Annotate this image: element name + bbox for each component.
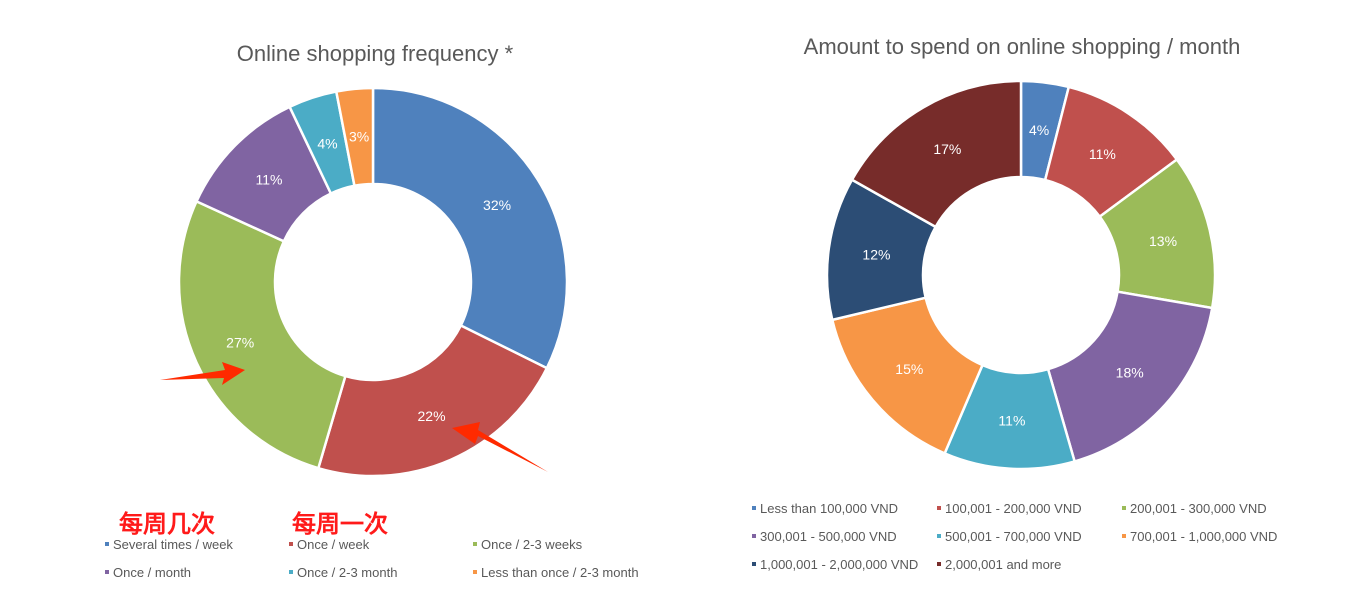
legend-label: Several times / week — [113, 537, 233, 552]
chart-frequency-slices — [177, 86, 569, 478]
legend-swatch — [752, 534, 756, 538]
annotations: 每周几次 每周一次 — [119, 510, 388, 538]
slice-once-week — [316, 323, 549, 478]
legend-item-once-week: Once / week — [289, 537, 370, 552]
legend-item-less-than-once-2-3-month: Less than once / 2-3 month — [473, 565, 639, 580]
legend-swatch — [752, 506, 756, 510]
annotation-arrow-right — [452, 422, 548, 472]
slice-2-000-001-and-more — [850, 79, 1023, 229]
legend-swatch — [937, 534, 941, 538]
legend-swatch — [937, 506, 941, 510]
legend-item-once-2-3-month: Once / 2-3 month — [289, 565, 397, 580]
slice-label-less-than-100-000-vnd: 4% — [1029, 122, 1049, 138]
slice-once-2-3-weeks — [177, 199, 347, 470]
legend-label: 2,000,001 and more — [945, 557, 1061, 572]
annotation-once-week: 每周一次 — [292, 510, 388, 538]
legend-label: 500,001 - 700,000 VND — [945, 529, 1082, 544]
legend-item-200-001-300-000-vnd: 200,001 - 300,000 VND — [1122, 501, 1267, 516]
legend-label: 200,001 - 300,000 VND — [1130, 501, 1267, 516]
legend-swatch — [105, 570, 109, 574]
legend-item-1-000-001-2-000-000-vnd: 1,000,001 - 2,000,000 VND — [752, 557, 918, 572]
annotation-arrows — [160, 362, 548, 472]
slice-label-300-001-500-000-vnd: 18% — [1116, 364, 1144, 380]
legend-swatch — [1122, 506, 1126, 510]
legend-swatch — [289, 570, 293, 574]
legend-item-300-001-500-000-vnd: 300,001 - 500,000 VND — [752, 529, 897, 544]
slice-label-100-001-200-000-vnd: 11% — [1089, 146, 1116, 162]
legend-label: 1,000,001 - 2,000,000 VND — [760, 557, 918, 572]
slice-label-500-001-700-000-vnd: 11% — [998, 413, 1025, 429]
legend-label: Less than once / 2-3 month — [481, 565, 639, 580]
slice-label-once-2-3-weeks: 27% — [226, 335, 254, 351]
legend-label: 100,001 - 200,000 VND — [945, 501, 1082, 516]
legend-item-100-001-200-000-vnd: 100,001 - 200,000 VND — [937, 501, 1082, 516]
annotation-several-times-week: 每周几次 — [119, 510, 215, 538]
slice-label-once-2-3-month: 4% — [317, 135, 337, 151]
chart-spend-slice-labels: 4% 11% 13% 18% 11% 15% 12% 17% — [862, 122, 1177, 429]
legend-label: Once / 2-3 weeks — [481, 537, 583, 552]
chart-spend-title: Amount to spend on online shopping / mon… — [804, 34, 1241, 59]
slice-label-less-than-once-2-3-month: 3% — [349, 129, 369, 145]
legend-label: Once / 2-3 month — [297, 565, 397, 580]
chart-frequency-legend: Several times / week Once / week Once / 2-… — [105, 537, 639, 580]
legend-swatch — [105, 542, 109, 546]
legend-swatch — [473, 542, 477, 546]
slice-label-2-000-001-and-more: 17% — [933, 141, 961, 157]
legend-item-500-001-700-000-vnd: 500,001 - 700,000 VND — [937, 529, 1082, 544]
legend-label: 700,001 - 1,000,000 VND — [1130, 529, 1277, 544]
chart-frequency-title: Online shopping frequency * — [237, 41, 514, 66]
legend-label: Once / month — [113, 565, 191, 580]
slice-label-several-times-week: 32% — [483, 197, 511, 213]
legend-label: Once / week — [297, 537, 370, 552]
slice-label-1-000-001-2-000-000-vnd: 12% — [862, 247, 890, 263]
annotation-arrow-left — [160, 362, 245, 385]
chart-frequency-slice-labels: 32% 22% 27% 11% 4% 3% — [226, 129, 511, 424]
legend-item-700-001-1-000-000-vnd: 700,001 - 1,000,000 VND — [1122, 529, 1277, 544]
slice-label-once-month: 11% — [255, 172, 282, 188]
legend-item-once-2-3-weeks: Once / 2-3 weeks — [473, 537, 583, 552]
legend-swatch — [289, 542, 293, 546]
chart-spend-legend: Less than 100,000 VND 100,001 - 200,000 V… — [752, 501, 1277, 572]
legend-swatch — [937, 562, 941, 566]
legend-label: 300,001 - 500,000 VND — [760, 529, 897, 544]
slice-label-200-001-300-000-vnd: 13% — [1149, 233, 1177, 249]
slice-300-001-500-000-vnd — [1046, 290, 1214, 463]
slice-label-700-001-1-000-000-vnd: 15% — [895, 361, 923, 377]
chart-spend-slices — [825, 79, 1217, 471]
chart-frequency: Online shopping frequency * 32% 22% 27% 11%… — [105, 41, 639, 580]
legend-swatch — [473, 570, 477, 574]
legend-item-several-times-week: Several times / week — [105, 537, 233, 552]
slice-several-times-week — [371, 86, 569, 370]
legend-label: Less than 100,000 VND — [760, 501, 898, 516]
slice-less-than-once-2-3-month — [334, 86, 375, 188]
legend-swatch — [1122, 534, 1126, 538]
legend-item-less-than-100-000-vnd: Less than 100,000 VND — [752, 501, 898, 516]
legend-item-2-000-001-and-more: 2,000,001 and more — [937, 557, 1061, 572]
legend-swatch — [752, 562, 756, 566]
slice-label-once-week: 22% — [418, 408, 446, 424]
legend-item-once-month: Once / month — [105, 565, 191, 580]
chart-spend: Amount to spend on online shopping / mon… — [752, 34, 1277, 572]
